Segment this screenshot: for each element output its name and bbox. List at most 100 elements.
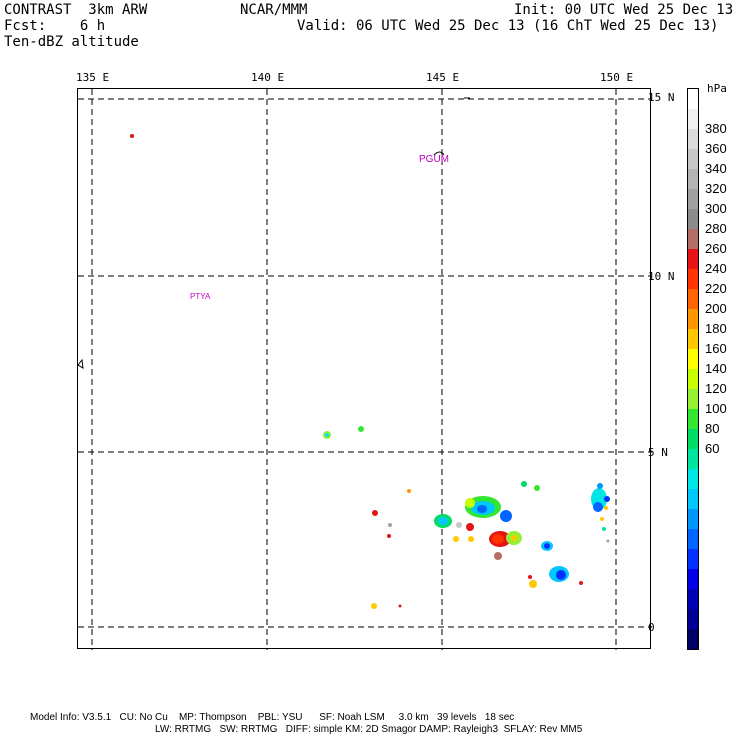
colorbar-cell [688, 609, 698, 630]
colorbar-label: 320 [705, 181, 727, 196]
model-info-line1: Model Info: V3.5.1 CU: No Cu MP: Thompso… [30, 712, 515, 723]
colorbar-label: 360 [705, 141, 727, 156]
echo [606, 539, 610, 543]
colorbar-cell [688, 509, 698, 530]
colorbar-cell [688, 349, 698, 370]
island-west [77, 358, 84, 369]
echo [593, 502, 603, 512]
colorbar-label: 160 [705, 341, 727, 356]
echo [529, 580, 537, 588]
colorbar [687, 88, 699, 650]
colorbar-label: 100 [705, 401, 727, 416]
reflectivity-echoes [130, 134, 610, 609]
colorbar-cell [688, 289, 698, 310]
lon-label: 150 E [600, 71, 634, 84]
colorbar-label: 120 [705, 381, 727, 396]
graticule [78, 89, 652, 650]
station-label: PTYA [190, 292, 211, 301]
colorbar-cell [688, 369, 698, 390]
echo [492, 534, 504, 544]
title: CONTRAST 3km ARW [4, 2, 148, 18]
echo [398, 604, 402, 608]
lon-label: 145 E [426, 71, 460, 84]
echo [130, 134, 134, 138]
colorbar-cell [688, 209, 698, 230]
echo [597, 483, 603, 489]
init-time: Init: 00 UTC Wed 25 Dec 13 [514, 2, 734, 18]
colorbar-cell [688, 329, 698, 350]
echo [511, 535, 517, 541]
echo [521, 481, 527, 487]
echo [556, 570, 566, 580]
lon-label: 135 E [76, 71, 110, 84]
echo [465, 498, 475, 508]
colorbar-label: 240 [705, 261, 727, 276]
colorbar-label: 220 [705, 281, 727, 296]
echo [602, 527, 606, 531]
colorbar-cell [688, 449, 698, 470]
colorbar-cell [688, 109, 698, 130]
echo [453, 536, 459, 542]
colorbar-cell [688, 309, 698, 330]
colorbar-cell [688, 469, 698, 490]
island-guam [433, 151, 445, 156]
colorbar-cell [688, 489, 698, 510]
colorbar-label: 80 [705, 421, 720, 436]
colorbar-cell [688, 269, 698, 290]
forecast-hour: Fcst: 6 h [4, 18, 106, 34]
echo [500, 510, 512, 522]
colorbar-cell [688, 429, 698, 450]
echo [387, 534, 391, 538]
echo [534, 485, 540, 491]
echo [388, 523, 392, 527]
lat-label: 15 N [648, 91, 675, 104]
colorbar-label: 340 [705, 161, 727, 176]
echo [604, 496, 610, 502]
echo [371, 603, 377, 609]
echo [358, 426, 364, 432]
colorbar-cell [688, 169, 698, 190]
colorbar-cell [688, 389, 698, 410]
colorbar-label: 380 [705, 121, 727, 136]
colorbar-cell [688, 149, 698, 170]
field-name: Ten-dBZ altitude [4, 34, 139, 50]
colorbar-label: 200 [705, 301, 727, 316]
echo [579, 581, 583, 585]
colorbar-unit: hPa [707, 82, 727, 95]
echo [528, 575, 532, 579]
colorbar-label: 300 [705, 201, 727, 216]
colorbar-cell [688, 529, 698, 550]
map-canvas: PGUM PTYA [77, 89, 652, 650]
colorbar-cell [688, 409, 698, 430]
colorbar-label: 260 [705, 241, 727, 256]
echo [466, 523, 474, 531]
echo [468, 536, 474, 542]
echo [544, 543, 550, 549]
echo [438, 517, 448, 525]
echo [372, 510, 378, 516]
station-label: PGUM [419, 154, 449, 165]
colorbar-cell [688, 89, 698, 110]
colorbar-cell [688, 189, 698, 210]
colorbar-cell [688, 629, 698, 649]
echo [477, 505, 487, 513]
echo [494, 552, 502, 560]
colorbar-label: 280 [705, 221, 727, 236]
lon-label: 140 E [251, 71, 285, 84]
lat-label: 10 N [648, 270, 675, 283]
echo [456, 522, 462, 528]
echo [325, 433, 329, 437]
valid-time: Valid: 06 UTC Wed 25 Dec 13 (16 ChT Wed … [297, 18, 719, 34]
echo [604, 506, 608, 510]
coastlines [77, 97, 470, 369]
colorbar-label: 60 [705, 441, 720, 456]
colorbar-cell [688, 589, 698, 610]
colorbar-cell [688, 569, 698, 590]
map-panel: PGUM PTYA [77, 88, 652, 650]
colorbar-cell [688, 549, 698, 570]
center-name: NCAR/MMM [240, 2, 308, 18]
model-info-line2: LW: RRTMG SW: RRTMG DIFF: simple KM: 2D … [155, 724, 583, 735]
colorbar-cell [688, 249, 698, 270]
echo [600, 517, 604, 521]
colorbar-label: 140 [705, 361, 727, 376]
